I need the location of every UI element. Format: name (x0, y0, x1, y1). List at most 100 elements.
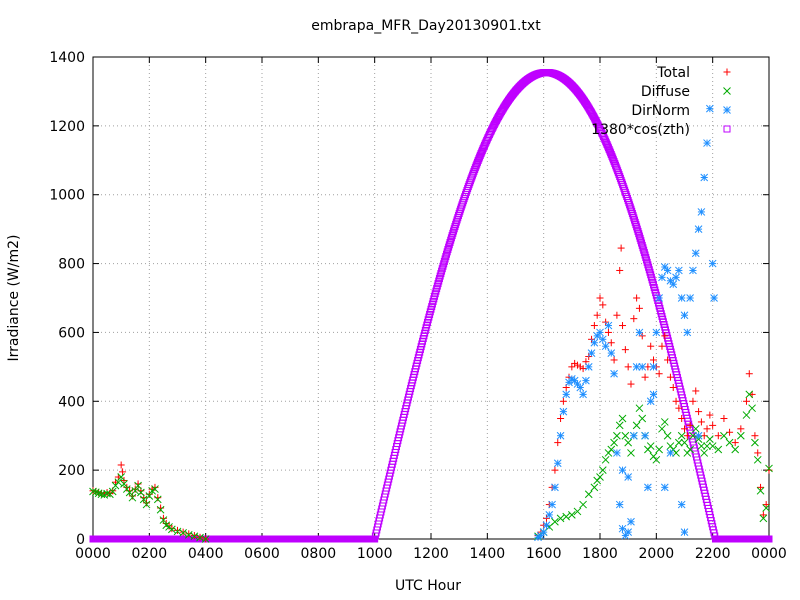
cos-zth-point (633, 223, 641, 231)
y-tick-label: 200 (58, 463, 85, 479)
x-tick-label: 1200 (413, 546, 449, 562)
series-diffuse-point (700, 449, 709, 457)
series-total-point (554, 439, 562, 447)
series-diffuse-point (675, 438, 683, 447)
series-diffuse-point (601, 455, 610, 464)
series-dirnorm-point (675, 266, 683, 275)
series-total-point (765, 466, 773, 474)
x-tick-label: 0800 (301, 546, 337, 562)
series-diffuse-point (658, 424, 666, 433)
series-total-point (117, 461, 125, 469)
x-tick-label: 0000 (75, 546, 111, 562)
series-diffuse-point (137, 488, 145, 497)
series-total-point (559, 397, 567, 405)
y-tick-label: 1400 (49, 50, 85, 66)
series-total-point (720, 415, 728, 422)
y-tick-label: 600 (58, 325, 85, 341)
legend-label: Diffuse (641, 84, 690, 100)
series-dirnorm-point (694, 225, 703, 233)
cos-zth-point (608, 152, 616, 160)
series-dirnorm-point (596, 328, 604, 337)
series-diffuse-point (742, 411, 751, 419)
series-diffuse-point (190, 532, 199, 541)
series-diffuse-point (759, 514, 768, 523)
series-diffuse-point (677, 431, 686, 440)
cos-zth-point (630, 214, 638, 222)
series-diffuse-point (159, 516, 168, 524)
series-total-point (754, 449, 762, 457)
series-dirnorm-point (601, 342, 610, 351)
cos-zth-point (446, 238, 454, 246)
series-diffuse-point (108, 487, 117, 496)
series-dirnorm-point (663, 266, 672, 275)
series-dirnorm-point (658, 273, 666, 282)
series-total-point (695, 408, 703, 416)
series-total-point (579, 365, 587, 373)
series-dirnorm-point (542, 521, 551, 530)
series-total-point (185, 530, 193, 538)
series-total-point (675, 404, 683, 412)
series-total-point (664, 356, 672, 364)
series-diffuse-point (714, 445, 723, 454)
series-diffuse-point (708, 442, 717, 450)
series-diffuse-point (705, 435, 714, 444)
series-diffuse-point (179, 528, 187, 537)
series-diffuse-point (598, 466, 607, 474)
series-total-point (759, 511, 767, 519)
series-diffuse-point (660, 418, 669, 426)
cos-zth-point (642, 256, 650, 264)
series-diffuse-point (748, 404, 756, 413)
series-diffuse-point (689, 431, 697, 440)
series-total-point (683, 432, 691, 440)
series-diffuse-point (697, 442, 706, 450)
cos-zth-point (439, 262, 447, 270)
series-diffuse-point (173, 527, 182, 536)
cos-zth-point (634, 227, 642, 235)
series-diffuse-point (139, 495, 148, 504)
cos-zth-point (645, 263, 653, 271)
series-diffuse-point (156, 505, 165, 514)
cos-zth-point (435, 277, 443, 285)
series-diffuse-point (184, 531, 193, 539)
series-diffuse-point (618, 414, 627, 423)
series-diffuse-point (751, 438, 759, 447)
cos-zth-point (447, 236, 455, 244)
series-dirnorm-point (556, 431, 565, 440)
series-dirnorm-point (703, 139, 711, 147)
cos-zth-point (627, 205, 635, 213)
series-diffuse-point (691, 424, 700, 433)
cos-zth-point (635, 230, 643, 238)
series-total-point (692, 387, 700, 395)
cos-zth-point (435, 275, 443, 283)
series-total-point (551, 466, 559, 474)
series-dirnorm-point (618, 524, 627, 533)
series-diffuse-point (168, 525, 176, 534)
series-diffuse-point (131, 486, 140, 495)
series-diffuse-point (134, 481, 142, 490)
series-cos-zth (89, 68, 773, 543)
y-tick-label: 400 (58, 394, 85, 410)
series-diffuse-point (680, 438, 689, 447)
series-total-point (599, 301, 607, 309)
series-diffuse-point (114, 478, 123, 487)
series-total-point (742, 397, 750, 405)
series-diffuse-point (610, 438, 618, 447)
cos-zth-point (640, 249, 648, 257)
cos-zth-point (639, 244, 647, 252)
series-total-point (613, 311, 621, 319)
cos-zth-point (643, 258, 651, 266)
series-total-point (610, 356, 618, 364)
series-dirnorm-point (598, 335, 607, 344)
series-diffuse-point (128, 493, 137, 502)
series-diffuse-point (736, 431, 745, 440)
series-dirnorm-point (582, 376, 590, 385)
series-dirnorm-point (615, 500, 624, 509)
cos-zth-point (443, 248, 451, 256)
cos-zth-point (471, 166, 479, 174)
cos-zth-point (635, 232, 643, 240)
series-diffuse-point (686, 445, 694, 454)
series-dirnorm-point (686, 294, 694, 302)
series-diffuse-point (153, 495, 162, 504)
series-dirnorm-point (646, 397, 655, 406)
cos-zth-point (642, 253, 650, 261)
